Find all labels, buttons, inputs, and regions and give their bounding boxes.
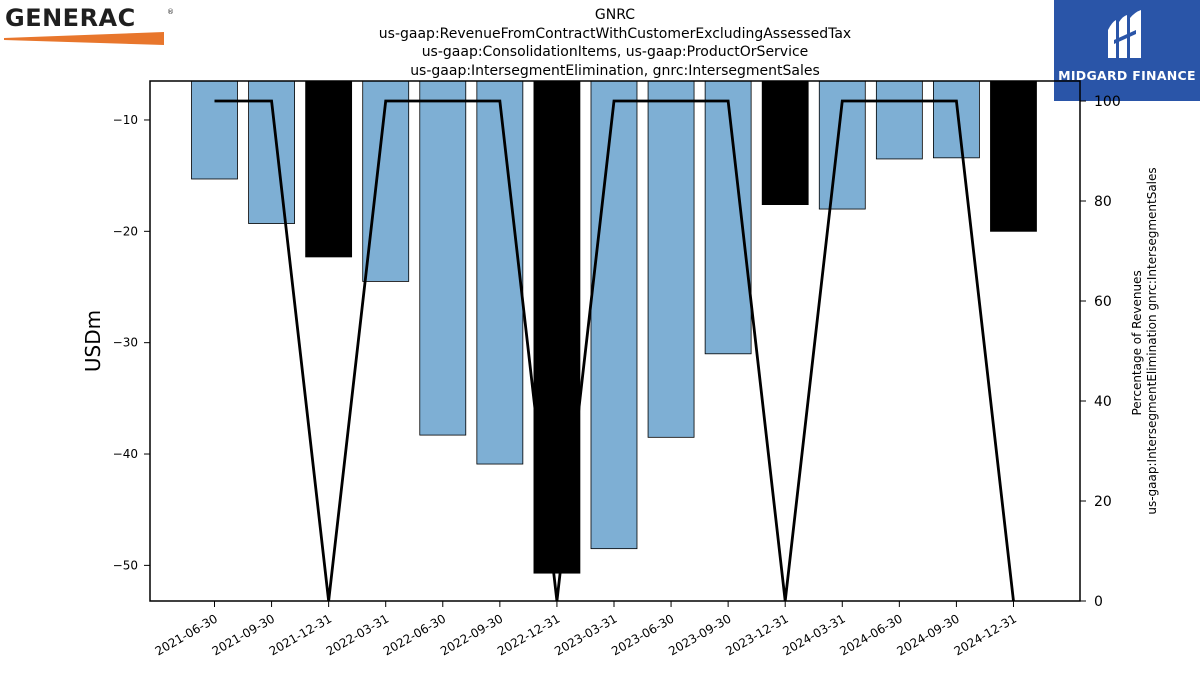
x-tick-label: 2021-06-30: [153, 611, 220, 658]
y-tick-label: −40: [113, 447, 138, 461]
bar-2023-12-31: [761, 80, 809, 205]
bar-series: [191, 80, 1037, 574]
bar-2024-12-31: [990, 80, 1037, 232]
y2-tick-label: 60: [1094, 294, 1112, 310]
y2-tick-label: 0: [1094, 594, 1103, 610]
y-tick-label: −20: [113, 224, 138, 238]
y-tick-label: −10: [113, 113, 138, 127]
bar-2023-03-31: [590, 80, 638, 550]
x-tick-label: 2023-09-30: [666, 611, 733, 658]
x-tick-label: 2024-12-31: [952, 611, 1019, 658]
y2-tick-label: 40: [1094, 394, 1112, 410]
x-tick-label: 2022-09-30: [438, 611, 505, 658]
y2-axis-label: Percentage of Revenues us-gaap:Intersegm…: [1130, 167, 1159, 514]
chart-title-line: GNRC: [594, 7, 636, 23]
midgard-finance-logo: MIDGARD FINANCE: [1054, 0, 1200, 101]
x-tick-label: 2022-03-31: [324, 611, 391, 658]
x-tick-label: 2023-03-31: [552, 611, 619, 658]
bar-2023-09-30: [704, 80, 752, 355]
bar-2021-12-31: [305, 80, 353, 258]
y2-axis-label-line: Percentage of Revenues: [1130, 270, 1144, 415]
percentage-line-series: [214, 99, 1015, 602]
y-tick-label: −50: [113, 558, 138, 572]
bar-2022-09-30: [476, 80, 524, 465]
x-tick-label: 2024-06-30: [837, 611, 904, 658]
y-axis: −10 −20 −30 −40 −50: [113, 113, 150, 572]
plot-frame: [149, 80, 1081, 602]
x-tick-label: 2022-12-31: [495, 611, 562, 658]
midgard-finance-emblem-icon: [1108, 10, 1141, 58]
bar-2024-06-30: [875, 80, 923, 160]
x-tick-label: 2021-09-30: [210, 611, 277, 658]
chart-title: GNRC us-gaap:RevenueFromContractWithCust…: [315, 6, 915, 80]
y2-axis: 0 20 40 60 80 100: [1080, 94, 1121, 610]
x-tick-label: 2023-12-31: [723, 611, 790, 658]
generac-logo-text: GENERAC: [5, 4, 136, 32]
generac-logo: GENERAC ®: [4, 4, 174, 45]
bar-2024-09-30: [933, 80, 980, 159]
y2-tick-label: 20: [1094, 494, 1112, 510]
y2-axis-label-line: us-gaap:IntersegmentElimination gnrc:Int…: [1145, 167, 1159, 514]
x-tick-label: 2023-06-30: [609, 611, 676, 658]
chart-title-line: us-gaap:ConsolidationItems, us-gaap:Prod…: [421, 44, 809, 60]
x-tick-label: 2024-03-31: [780, 611, 847, 658]
bar-2022-06-30: [419, 80, 467, 436]
chart-title-line: us-gaap:IntersegmentElimination, gnrc:In…: [410, 62, 820, 79]
bar-2022-12-31: [533, 80, 581, 574]
bar-2023-06-30: [647, 80, 695, 438]
y2-tick-label: 100: [1094, 94, 1121, 110]
y-tick-label: −30: [113, 336, 138, 350]
x-tick-label: 2024-09-30: [895, 611, 962, 658]
x-tick-label: 2022-06-30: [381, 611, 448, 658]
generac-logo-registered-mark: ®: [167, 8, 174, 16]
y-axis-label: USDm: [81, 310, 105, 372]
x-axis: 2021-06-302021-09-302021-12-312022-03-31…: [153, 601, 1019, 658]
generac-logo-swoosh-icon: [4, 32, 164, 45]
percentage-line: [214, 99, 1015, 602]
bar-2021-06-30: [191, 80, 238, 180]
bar-2022-03-31: [362, 80, 410, 282]
x-tick-label: 2021-12-31: [267, 611, 334, 658]
chart-title-line: us-gaap:RevenueFromContractWithCustomerE…: [378, 25, 852, 42]
y2-tick-label: 80: [1094, 194, 1112, 210]
midgard-finance-logo-text: MIDGARD FINANCE: [1058, 68, 1196, 83]
